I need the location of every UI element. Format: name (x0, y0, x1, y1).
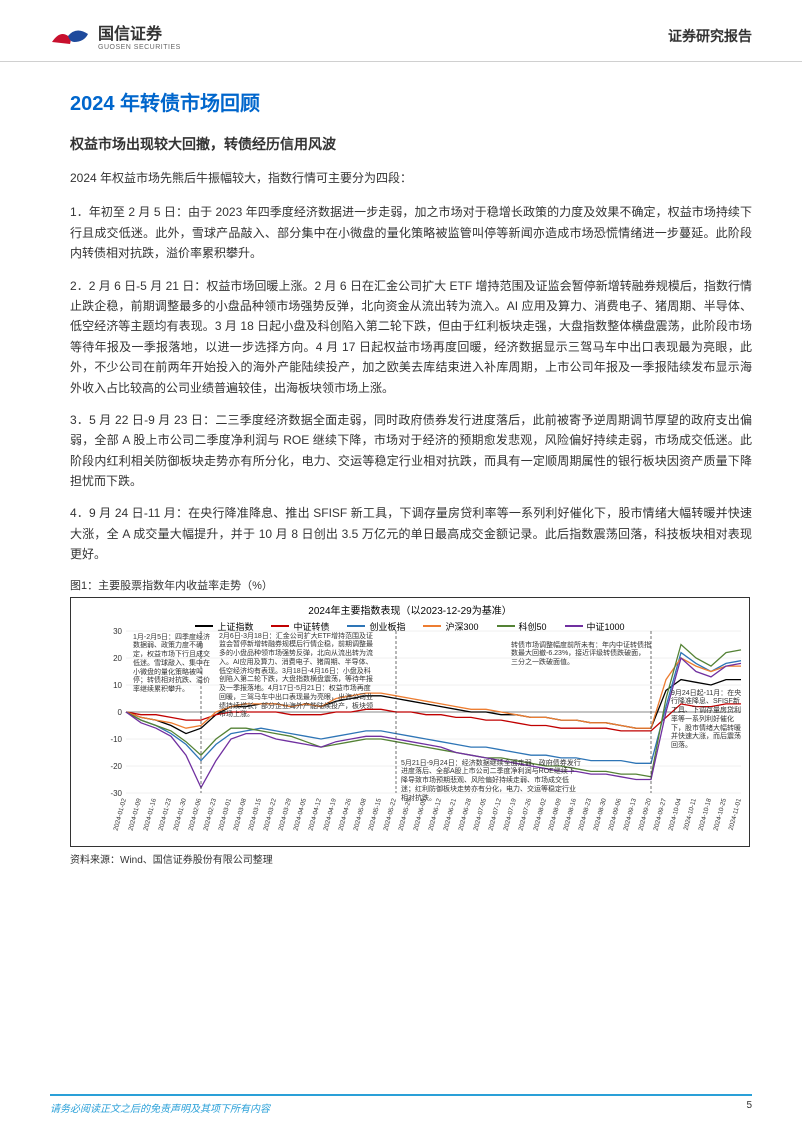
company-logo: 国信证券 GUOSEN SECURITIES (50, 20, 181, 51)
svg-text:2024-01-16: 2024-01-16 (143, 797, 158, 831)
svg-text:2024-11-01: 2024-11-01 (728, 797, 743, 831)
svg-text:2024-03-15: 2024-03-15 (248, 797, 263, 831)
svg-text:2024-02-06: 2024-02-06 (188, 797, 203, 831)
svg-text:2024-08-30: 2024-08-30 (593, 797, 608, 831)
svg-text:-30: -30 (110, 789, 122, 798)
svg-text:2024-03-08: 2024-03-08 (233, 797, 248, 831)
svg-text:2024-09-06: 2024-09-06 (608, 797, 623, 831)
svg-text:2024-09-20: 2024-09-20 (638, 797, 653, 831)
svg-text:2024-01-23: 2024-01-23 (158, 797, 173, 831)
logo-cn: 国信证券 (98, 20, 181, 44)
paragraph-2: 2．2 月 6 日-5 月 21 日：权益市场回暖上涨。2 月 6 日在汇金公司… (70, 276, 752, 398)
svg-text:2024-10-18: 2024-10-18 (698, 797, 713, 831)
svg-text:2024-09-27: 2024-09-27 (653, 797, 668, 831)
svg-text:2024-02-23: 2024-02-23 (203, 797, 218, 831)
svg-text:2024-04-26: 2024-04-26 (338, 797, 353, 831)
svg-text:2024-01-02: 2024-01-02 (113, 797, 128, 831)
svg-text:2024-05-22: 2024-05-22 (383, 797, 398, 831)
intro-paragraph: 2024 年权益市场先熊后牛振幅较大，指数行情可主要分为四段： (70, 168, 752, 188)
section-heading-1: 2024 年转债市场回顾 (70, 87, 752, 116)
svg-text:2024-10-04: 2024-10-04 (668, 797, 683, 831)
svg-text:2024-10-25: 2024-10-25 (713, 797, 728, 831)
svg-text:2024-04-19: 2024-04-19 (323, 797, 338, 831)
chart-annotation: 转债市场调整幅度前所未有：年内中证转债指数最大回撤-6.23%，接近评级转债跌破… (511, 642, 651, 668)
section-heading-2: 权益市场出现较大回撤，转债经历信用风波 (70, 134, 752, 154)
logo-icon (50, 22, 90, 50)
svg-text:2024-04-05: 2024-04-05 (293, 797, 308, 831)
svg-text:0: 0 (118, 708, 123, 717)
svg-text:-20: -20 (110, 762, 122, 771)
line-chart: 2024年主要指数表现（以2023-12-29为基准） 上证指数中证转债创业板指… (70, 597, 750, 847)
svg-text:2024-03-01: 2024-03-01 (218, 797, 233, 831)
figure-label: 图1：主要股票指数年内收益率走势（%） (70, 577, 752, 593)
footer-disclaimer: 请务必阅读正文之后的免责声明及其项下所有内容 (50, 1100, 270, 1115)
page-number: 5 (746, 1100, 752, 1115)
svg-text:2024-04-12: 2024-04-12 (308, 797, 323, 831)
page-footer: 请务必阅读正文之后的免责声明及其项下所有内容 5 (50, 1094, 752, 1115)
svg-text:2024-09-13: 2024-09-13 (623, 797, 638, 831)
logo-en: GUOSEN SECURITIES (98, 44, 181, 51)
chart-annotation: 1月-2月5日：四季度经济数据弱、政策力度不确定，权益市场下行且成交低迷。雪球敲… (133, 634, 213, 695)
chart-annotation: 9月24日起-11月：在央行降准降息、SFISF新工具、下调存量房贷利率等一系列… (671, 690, 743, 751)
logo-text: 国信证券 GUOSEN SECURITIES (98, 20, 181, 51)
svg-text:30: 30 (113, 627, 122, 636)
paragraph-3: 3．5 月 22 日-9 月 23 日：二三季度经济数据全面走弱，同时政府债券发… (70, 410, 752, 492)
content-area: 2024 年转债市场回顾 权益市场出现较大回撤，转债经历信用风波 2024 年权… (0, 62, 802, 876)
svg-text:2024-05-08: 2024-05-08 (353, 797, 368, 831)
chart-title: 2024年主要指数表现（以2023-12-29为基准） (71, 598, 749, 617)
svg-text:-10: -10 (110, 735, 122, 744)
svg-text:2024-01-09: 2024-01-09 (128, 797, 143, 831)
figure-source: 资料来源：Wind、国信证券股份有限公司整理 (70, 851, 752, 866)
chart-annotation: 2月6日-3月18日：汇金公司扩大ETF增持范围及证监会暂停新增转融券规模后行情… (219, 633, 374, 721)
svg-text:2024-03-29: 2024-03-29 (278, 797, 293, 831)
svg-text:2024-10-11: 2024-10-11 (683, 797, 698, 831)
paragraph-1: 1．年初至 2 月 5 日：由于 2023 年四季度经济数据进一步走弱，加之市场… (70, 202, 752, 263)
svg-text:2024-01-30: 2024-01-30 (173, 797, 188, 831)
chart-annotation: 5月21日-9月24日：经济数据继续全面走弱、政府债券发行进度落后、全部A股上市… (401, 760, 581, 804)
paragraph-4: 4．9 月 24 日-11 月：在央行降准降息、推出 SFISF 新工具，下调存… (70, 503, 752, 564)
svg-text:2024-03-22: 2024-03-22 (263, 797, 278, 831)
svg-text:2024-05-15: 2024-05-15 (368, 797, 383, 831)
svg-text:20: 20 (113, 654, 122, 663)
report-type: 证券研究报告 (668, 26, 752, 46)
svg-text:10: 10 (113, 681, 122, 690)
page-header: 国信证券 GUOSEN SECURITIES 证券研究报告 (0, 0, 802, 62)
